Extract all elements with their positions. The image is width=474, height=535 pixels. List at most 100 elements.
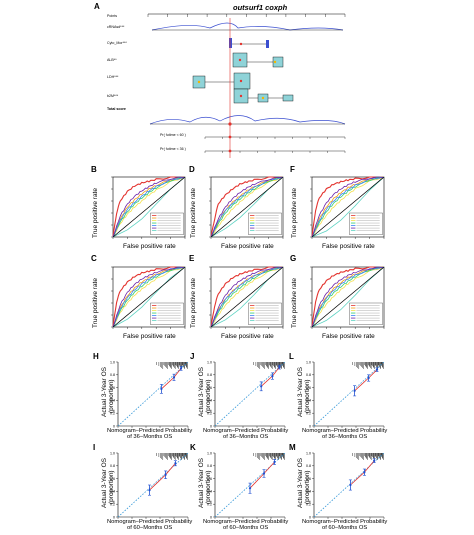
- cal-y-tick-label: 1.0: [207, 451, 212, 455]
- cal-point: [373, 459, 376, 462]
- cal-y-tick-label: 0.6: [110, 477, 115, 481]
- nomogram-point-marker: [261, 96, 265, 100]
- cal-y-tick-label: 0: [309, 515, 311, 519]
- roc-f-ylabel: True positive rate: [291, 188, 298, 238]
- cal-h-xlabel: Nomogram−Predicted Probability of 36−Mont…: [107, 428, 192, 441]
- roc-curve-4: [210, 177, 284, 238]
- panel-label-k: K: [190, 443, 196, 452]
- roc-legend-box: [248, 302, 282, 325]
- panel-label-i: I: [93, 443, 96, 452]
- cal-y-tick-label: 0.4: [110, 490, 115, 494]
- roc-panel-d: [209, 176, 284, 239]
- cal-h-ylabel2: (proportion): [108, 379, 115, 413]
- cal-m-xlabel-2: of 60−Months OS: [321, 525, 368, 532]
- roc-curve-8: [210, 266, 284, 328]
- nomogram-row-alb: ALB**: [107, 58, 117, 62]
- cal-y-tick-label: 1.0: [306, 451, 311, 455]
- roc-frame: [210, 266, 284, 328]
- cal-y-tick-label: 0.8: [207, 373, 212, 377]
- cal-y-tick-label: 0.6: [306, 386, 311, 390]
- roc-legend-box: [349, 302, 383, 325]
- cal-point: [262, 472, 266, 475]
- cal-ideal-line: [214, 361, 286, 427]
- nomogram-row-pr36: Pr( futime < 36 ): [160, 147, 186, 151]
- cal-j-xlabel: Nomogram−Predicted Probability of 36−Mont…: [203, 428, 288, 441]
- cal-m-xlabel-1: Nomogram−Predicted Probability: [302, 519, 388, 525]
- roc-curve-2: [311, 266, 385, 328]
- nomogram-point-marker: [197, 80, 201, 84]
- cal-j-xlabel-2: of 36−Months OS: [222, 434, 269, 441]
- panel-label-e: E: [189, 254, 195, 263]
- roc-f-xlabel: False positive rate: [322, 243, 375, 250]
- roc-curve-2: [112, 266, 186, 328]
- roc-legend-box: [248, 212, 282, 235]
- cal-k-ylabel1: Actual 3-Year OS: [198, 458, 205, 508]
- cal-point: [353, 389, 356, 392]
- roc-curve-1: [311, 266, 385, 328]
- cal-y-tick-label: 0: [210, 424, 212, 428]
- nomogram-density-1: [151, 22, 344, 31]
- cal-i-ylabel1: Actual 3-Year OS: [101, 458, 108, 508]
- roc-frame: [311, 176, 385, 238]
- roc-curve-4: [210, 267, 283, 328]
- panel-label-l: L: [289, 352, 294, 361]
- roc-curve-6: [311, 176, 385, 238]
- cal-y-tick-label: 0.2: [110, 412, 115, 416]
- panel-label-j: J: [190, 352, 195, 361]
- panel-label-a: A: [94, 2, 100, 11]
- nomogram-total-marker: [228, 122, 232, 126]
- cal-y-tick-label: 0: [113, 424, 115, 428]
- cal-m-xlabel: Nomogram−Predicted Probability of 60−Mont…: [302, 519, 387, 532]
- roc-b-ylabel: True positive rate: [92, 188, 99, 238]
- cal-m-ylabel2: (proportion): [304, 470, 311, 504]
- cal-point: [363, 471, 366, 474]
- roc-frame: [112, 266, 186, 328]
- roc-curve-8: [311, 176, 385, 238]
- roc-b-xlabel: False positive rate: [123, 243, 176, 250]
- panel-label-b: B: [91, 165, 97, 174]
- roc-curve-6: [210, 176, 284, 238]
- nomogram-row-crnasd: cRNAsd***: [107, 25, 125, 29]
- roc-curve-7: [311, 176, 385, 238]
- cal-y-tick-label: 0.8: [207, 464, 212, 468]
- roc-curve-3: [210, 266, 284, 328]
- roc-curve-8: [112, 266, 186, 328]
- roc-curve-1: [112, 266, 186, 328]
- roc-curve-6: [112, 266, 186, 328]
- roc-d-ylabel: True positive rate: [190, 188, 197, 238]
- roc-curve-2: [112, 176, 186, 238]
- roc-curve-6: [311, 266, 385, 328]
- cal-y-tick-label: 0.4: [306, 490, 311, 494]
- roc-curve-6: [112, 176, 186, 238]
- roc-curve-6: [210, 266, 284, 328]
- roc-curve-8: [210, 176, 284, 238]
- roc-curve-2: [311, 176, 385, 238]
- panel-label-f: F: [290, 165, 295, 174]
- panel-label-g: G: [290, 254, 297, 263]
- nomogram-point-marker: [239, 94, 243, 98]
- nomogram-row-points: Points: [107, 14, 117, 18]
- roc-curve-1: [210, 176, 284, 238]
- roc-panel-f: [310, 176, 385, 239]
- cal-j-xlabel-1: Nomogram−Predicted Probability: [203, 428, 289, 434]
- roc-e-ylabel: True positive rate: [190, 278, 197, 328]
- cal-y-tick-label: 0.4: [207, 399, 212, 403]
- cal-l-xlabel-2: of 36−Months OS: [321, 434, 368, 441]
- cal-y-tick-label: 1.0: [110, 451, 115, 455]
- cal-panel-h: 0 0.2 0.4 0.6 0.8 1.0: [110, 360, 189, 428]
- cal-y-tick-label: 1.0: [207, 360, 212, 364]
- nomogram-cyto-bar-1: [229, 38, 232, 48]
- roc-e-xlabel: False positive rate: [221, 333, 274, 340]
- panel-label-c: C: [91, 254, 97, 263]
- nomogram-point-marker: [273, 60, 277, 64]
- cal-h-xlabel-1: Nomogram−Predicted Probability: [107, 428, 193, 434]
- cal-point: [271, 374, 274, 378]
- cal-ideal-line: [117, 361, 189, 427]
- nomogram-row-cyto: Cyto_Mor***: [107, 41, 127, 45]
- roc-curve-3: [311, 266, 385, 328]
- roc-curve-1: [210, 266, 284, 328]
- nomogram-point-marker: [239, 79, 243, 83]
- cal-y-tick-label: 0: [309, 424, 311, 428]
- cal-panel-i: 0 0.2 0.4 0.6 0.8 1.0: [110, 451, 189, 519]
